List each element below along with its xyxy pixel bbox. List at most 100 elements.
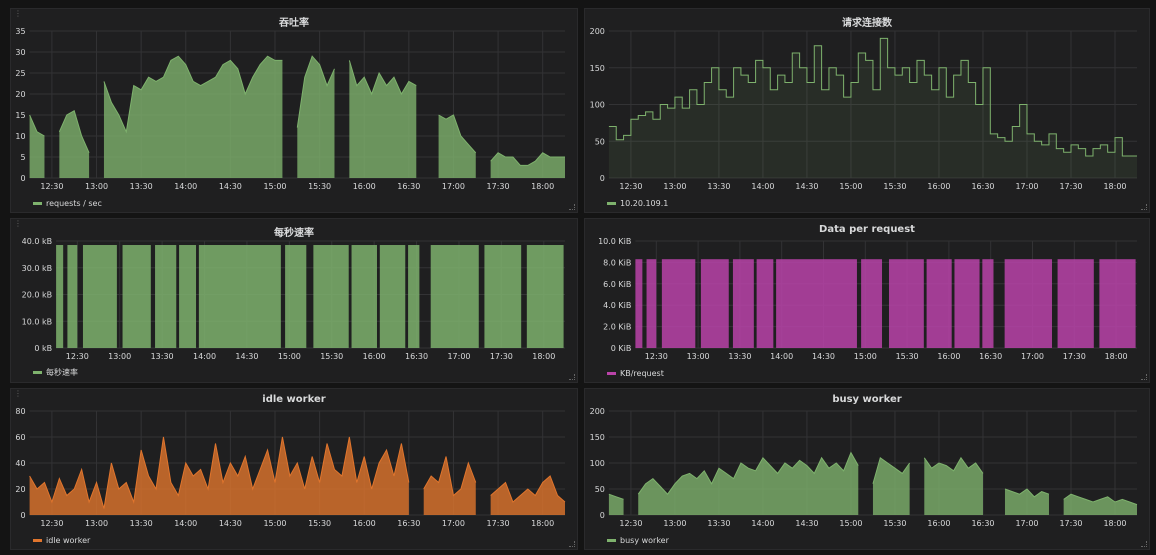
panel-title[interactable]: Data per request xyxy=(819,224,915,235)
panel-p4[interactable]: 0 KiB 2.0 KiB 4.0 KiB 6.0 KiB 8.0 KiB 10.0 Ki… xyxy=(584,218,1150,383)
x-tick-label: 17:30 xyxy=(1059,182,1082,191)
row-drag-handle-icon[interactable]: ⋮ xyxy=(14,389,22,398)
x-tick-label: 17:00 xyxy=(1015,519,1038,528)
panel-resize-handle-icon[interactable] xyxy=(569,374,575,380)
bar-segment xyxy=(430,245,479,348)
panel-title[interactable]: 请求连接数 xyxy=(842,18,892,29)
panel-title[interactable]: idle worker xyxy=(262,394,326,405)
x-tick-label: 16:30 xyxy=(971,182,994,191)
bar-segment xyxy=(661,259,696,348)
bar-segment xyxy=(56,245,64,348)
y-tick-label: 40 xyxy=(15,459,25,468)
bar-segment xyxy=(861,259,883,348)
x-tick-label: 14:30 xyxy=(219,519,242,528)
panel-p5[interactable]: 0 20 40 60 80 12:30 13:00 13:30 14:00 14:30 15:00 1… xyxy=(10,388,578,550)
y-tick-label: 60 xyxy=(15,433,25,442)
bar-segment xyxy=(198,245,281,348)
bar-segment xyxy=(526,245,564,348)
panel-title[interactable]: 每秒速率 xyxy=(274,228,314,239)
x-tick-label: 12:30 xyxy=(40,519,63,528)
legend-item[interactable]: busy worker xyxy=(607,536,669,545)
y-tick-label: 150 xyxy=(590,64,605,73)
panel-p2[interactable]: 0 50 100 150 200 12:30 13:00 13:30 14:00 14:30 15:… xyxy=(584,8,1150,213)
legend-label: 10.20.109.1 xyxy=(620,199,669,208)
series-line xyxy=(103,55,283,134)
y-tick-label: 200 xyxy=(590,407,605,416)
y-tick-label: 30.0 kB xyxy=(22,264,52,273)
x-tick-label: 18:00 xyxy=(531,182,554,191)
row-drag-handle-icon[interactable]: ⋮ xyxy=(14,9,22,18)
y-tick-label: 20 xyxy=(15,90,25,99)
bar-segment xyxy=(888,259,924,348)
x-tick-label: 18:00 xyxy=(1103,182,1126,191)
x-tick-label: 14:30 xyxy=(219,182,242,191)
panel-resize-handle-icon[interactable] xyxy=(1141,374,1147,380)
x-tick-label: 16:30 xyxy=(971,519,994,528)
series-line xyxy=(29,114,45,137)
panel-resize-handle-icon[interactable] xyxy=(1141,204,1147,210)
row-drag-handle-icon[interactable]: ⋮ xyxy=(14,219,22,228)
y-tick-label: 10.0 KiB xyxy=(598,237,631,246)
y-tick-label: 6.0 KiB xyxy=(603,280,631,289)
panel-resize-handle-icon[interactable] xyxy=(1141,541,1147,547)
x-tick-label: 14:00 xyxy=(751,519,774,528)
x-tick-label: 17:30 xyxy=(487,182,510,191)
panel-p6[interactable]: 0 50 100 150 200 12:30 13:00 13:30 14:00 14:30 15:… xyxy=(584,388,1150,550)
legend-item[interactable]: 10.20.109.1 xyxy=(607,199,668,208)
chart-p3: 0 kB 10.0 kB 20.0 kB 30.0 kB 40.0 kB 12:30 13:… xyxy=(22,237,565,361)
y-tick-label: 35 xyxy=(15,27,25,36)
dashboard-top-strip xyxy=(0,0,1156,6)
legend-swatch-icon xyxy=(607,539,616,542)
y-tick-label: 0 kB xyxy=(34,344,52,353)
bar-segment xyxy=(155,245,177,348)
y-tick-label: 50 xyxy=(595,137,605,146)
panel-title[interactable]: 吞吐率 xyxy=(279,18,309,29)
x-tick-label: 13:30 xyxy=(707,519,730,528)
y-tick-label: 100 xyxy=(590,101,605,110)
x-tick-label: 13:00 xyxy=(85,182,108,191)
x-tick-label: 13:00 xyxy=(663,182,686,191)
panel-p3[interactable]: 0 kB 10.0 kB 20.0 kB 30.0 kB 40.0 kB 12:30 13:… xyxy=(10,218,578,383)
legend-swatch-icon xyxy=(33,371,42,374)
legend-item[interactable]: idle worker xyxy=(33,536,90,545)
legend-item[interactable]: requests / sec xyxy=(33,199,102,208)
y-tick-label: 100 xyxy=(590,459,605,468)
x-tick-label: 15:00 xyxy=(839,519,862,528)
x-tick-label: 15:30 xyxy=(308,519,331,528)
x-tick-label: 14:30 xyxy=(795,182,818,191)
y-tick-label: 30 xyxy=(15,48,25,57)
legend-item[interactable]: 每秒速率 xyxy=(33,367,78,378)
series-area xyxy=(349,60,417,178)
panel-p1[interactable]: 0 5 10 15 20 25 30 35 12:30 13:00 13:30 14:00 14:30 1… xyxy=(10,8,578,213)
x-tick-label: 12:30 xyxy=(66,352,89,361)
x-tick-label: 16:30 xyxy=(397,519,420,528)
x-tick-label: 15:00 xyxy=(278,352,301,361)
bar-segment xyxy=(700,259,729,348)
y-tick-label: 15 xyxy=(15,111,25,120)
legend-item[interactable]: KB/request xyxy=(607,369,664,378)
bar-segment xyxy=(313,245,349,348)
x-tick-label: 17:00 xyxy=(1015,182,1038,191)
series-line xyxy=(423,456,477,497)
x-tick-label: 16:00 xyxy=(353,182,376,191)
bar-segment xyxy=(379,245,406,348)
bar-segment xyxy=(408,245,420,348)
series-line xyxy=(29,436,410,509)
x-tick-label: 13:00 xyxy=(108,352,131,361)
x-tick-label: 16:00 xyxy=(363,352,386,361)
x-tick-label: 15:30 xyxy=(320,352,343,361)
legend-swatch-icon xyxy=(33,202,42,205)
series-line xyxy=(490,152,565,166)
series-area xyxy=(608,494,624,515)
x-tick-label: 16:30 xyxy=(979,352,1002,361)
panel-title[interactable]: busy worker xyxy=(832,394,902,405)
y-tick-label: 5 xyxy=(21,153,26,162)
series-area xyxy=(423,456,476,515)
x-tick-label: 18:00 xyxy=(1103,519,1126,528)
panel-resize-handle-icon[interactable] xyxy=(569,204,575,210)
panel-resize-handle-icon[interactable] xyxy=(569,541,575,547)
x-tick-label: 16:00 xyxy=(937,352,960,361)
y-tick-label: 0 xyxy=(21,511,26,520)
chart-p4: 0 KiB 2.0 KiB 4.0 KiB 6.0 KiB 8.0 KiB 10.0 Ki… xyxy=(598,237,1137,361)
legend-label: KB/request xyxy=(620,369,664,378)
